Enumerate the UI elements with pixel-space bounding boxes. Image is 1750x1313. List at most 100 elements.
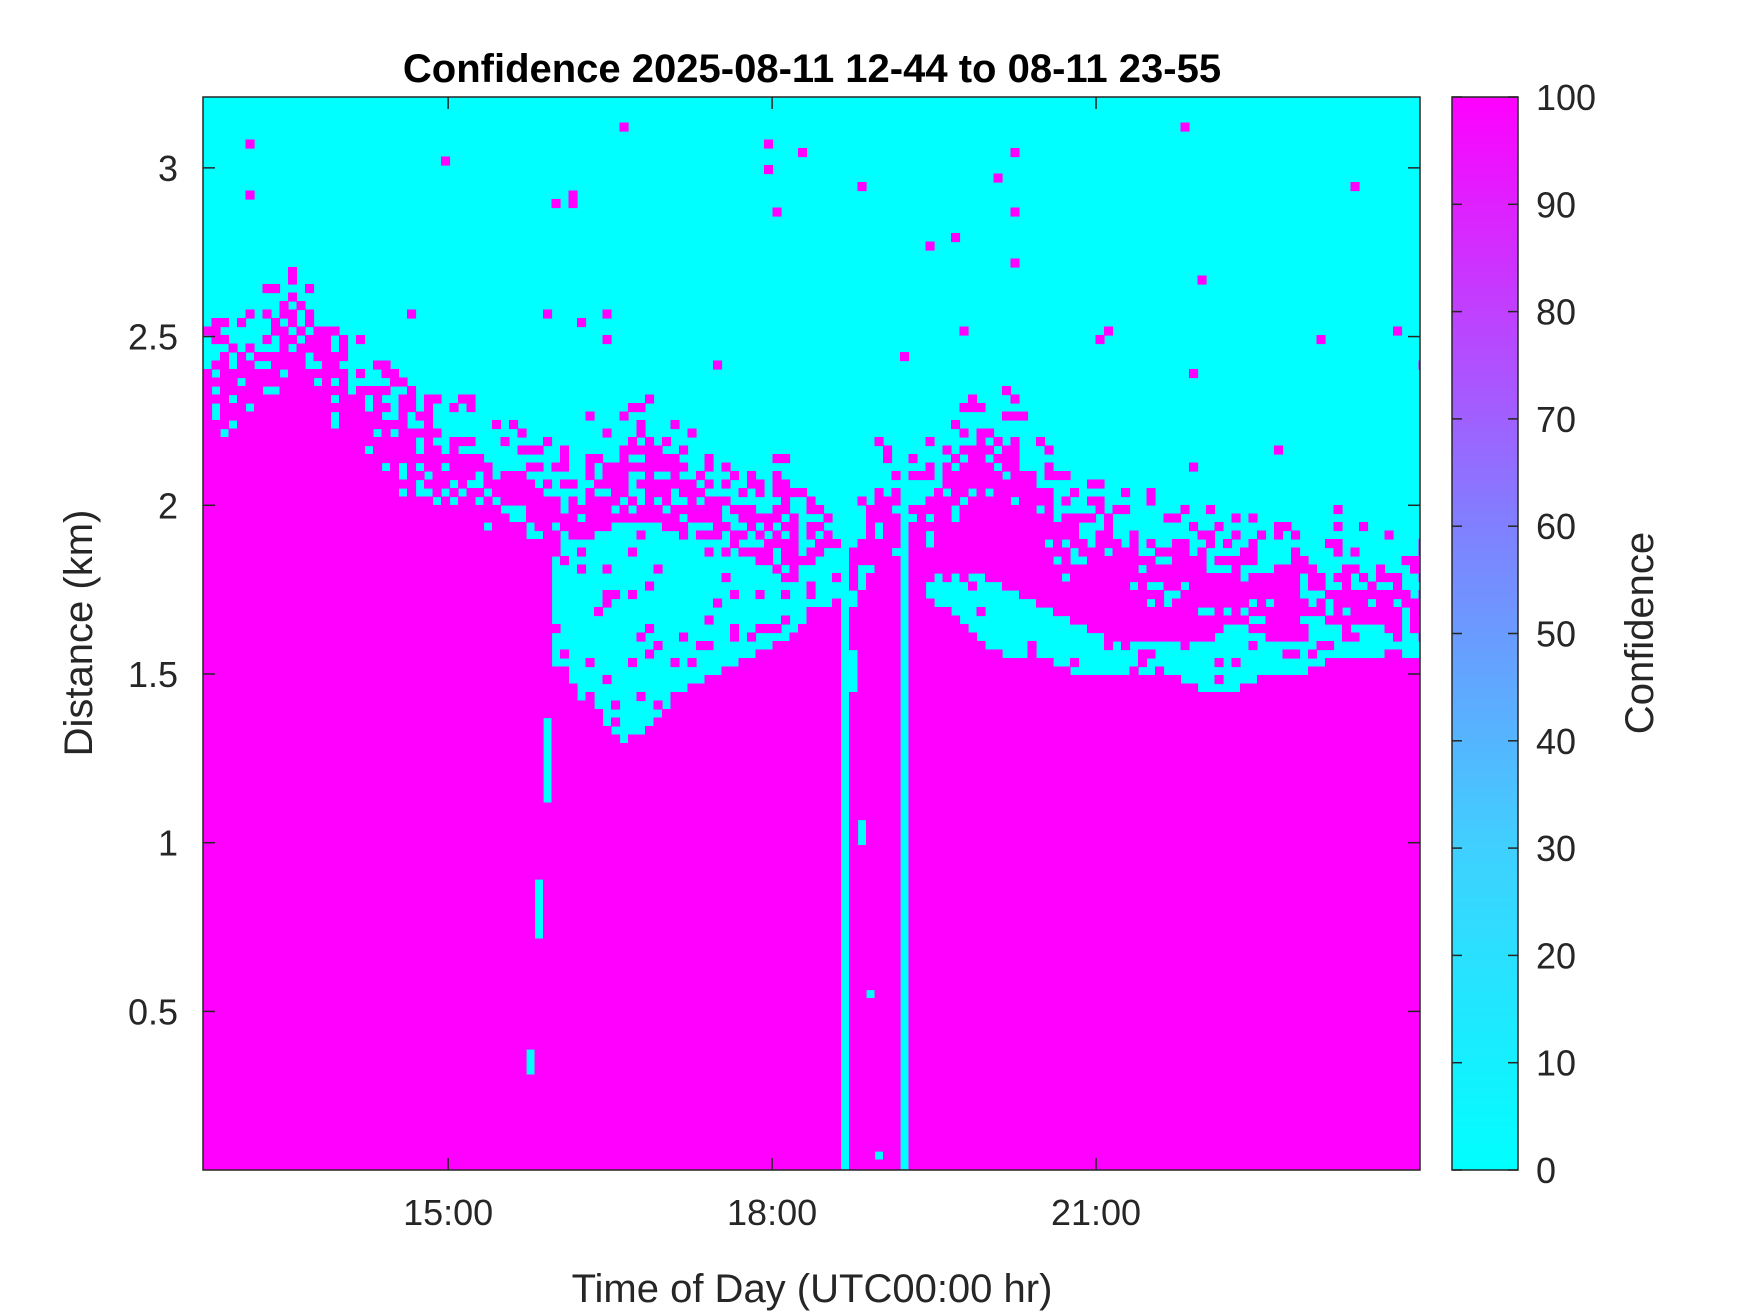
heatmap-cell (203, 326, 213, 336)
heatmap-cell (1053, 666, 1063, 1170)
heatmap-cell (577, 564, 587, 574)
heatmap-cell (738, 547, 748, 557)
heatmap-cell (636, 462, 646, 472)
heatmap-cell (237, 352, 247, 379)
heatmap-cell (288, 267, 298, 285)
heatmap-cell (373, 386, 383, 430)
heatmap-cell (262, 394, 272, 1170)
heatmap-cell (764, 539, 774, 566)
heatmap-cell (772, 641, 782, 1170)
heatmap-cell (1172, 539, 1182, 591)
heatmap-cell (381, 360, 391, 379)
heatmap-cell (458, 394, 468, 404)
heatmap-cell (424, 496, 434, 1170)
heatmap-plot-area (203, 97, 1420, 1170)
heatmap-cell (1257, 675, 1267, 1170)
heatmap-cell (891, 513, 901, 549)
heatmap-cell (645, 581, 655, 591)
heatmap-cell (1223, 539, 1233, 549)
heatmap-cell (815, 522, 825, 532)
heatmap-cell (1367, 607, 1377, 625)
heatmap-cell (789, 488, 799, 498)
heatmap-cell (1002, 445, 1012, 472)
heatmap-cell (747, 632, 757, 642)
heatmap-cell (1010, 207, 1020, 217)
heatmap-cell (747, 471, 757, 489)
heatmap-cell (781, 615, 791, 625)
heatmap-cell (670, 420, 680, 430)
heatmap-cell (1112, 539, 1122, 642)
heatmap-cell (1036, 513, 1046, 608)
heatmap-cell (968, 445, 978, 489)
heatmap-cell (1027, 641, 1037, 1170)
heatmap-cell (577, 547, 587, 557)
heatmap-cell (1129, 666, 1139, 1170)
heatmap-cell (1410, 556, 1420, 574)
heatmap-cell (237, 318, 247, 328)
heatmap-cell (271, 394, 281, 1170)
heatmap-cell (262, 284, 272, 294)
heatmap-cell (602, 462, 612, 489)
heatmap-cell (1410, 658, 1420, 1170)
heatmap-cell (1299, 675, 1309, 1170)
heatmap-cell (543, 496, 553, 719)
heatmap-cell (1104, 326, 1114, 336)
heatmap-cell (857, 590, 867, 821)
heatmap-cell (764, 513, 774, 532)
heatmap-cell (211, 420, 221, 1170)
y-tick-label: 1 (158, 823, 178, 864)
heatmap-cell (636, 632, 646, 642)
heatmap-cell (755, 590, 765, 600)
heatmap-cell (925, 437, 935, 447)
heatmap-cell (985, 445, 995, 455)
heatmap-cell (560, 479, 570, 489)
heatmap-cell (993, 454, 1003, 464)
heatmap-cell (279, 326, 289, 370)
heatmap-cell (1299, 598, 1309, 617)
heatmap-cell (772, 530, 782, 549)
heatmap-cell (1248, 624, 1258, 634)
heatmap-cell (653, 505, 663, 523)
heatmap-cell (1036, 437, 1046, 447)
heatmap-cell (1061, 513, 1071, 540)
heatmap-cell (381, 420, 391, 464)
heatmap-cell (1095, 479, 1105, 489)
heatmap-cell (934, 607, 944, 1170)
heatmap-cell (772, 505, 782, 523)
heatmap-cell (1248, 683, 1258, 1170)
heatmap-cell (1206, 573, 1216, 608)
heatmap-cell (1299, 556, 1309, 574)
heatmap-cell (228, 403, 238, 421)
heatmap-cell (1010, 148, 1020, 158)
heatmap-cell (509, 420, 519, 430)
heatmap-cell (398, 377, 408, 387)
heatmap-cell (653, 641, 663, 651)
heatmap-cell (228, 343, 238, 353)
heatmap-cell (415, 411, 425, 421)
heatmap-cell (1291, 649, 1301, 659)
heatmap-cell (1359, 590, 1369, 625)
heatmap-cell (704, 479, 714, 489)
heatmap-cell (364, 411, 374, 447)
heatmap-cell (713, 598, 723, 608)
heatmap-cell (364, 454, 374, 1170)
heatmap-cell (1223, 692, 1233, 1170)
heatmap-cell (1342, 615, 1352, 642)
heatmap-cell (568, 190, 578, 209)
heatmap-cell (1036, 488, 1046, 506)
heatmap-cell (1333, 539, 1343, 557)
heatmap-cell (500, 471, 510, 506)
heatmap-cell (534, 938, 544, 1170)
heatmap-cell (1231, 513, 1241, 523)
heatmap-cell (449, 488, 459, 498)
heatmap-cell (1027, 471, 1037, 600)
heatmap-cell (925, 496, 935, 515)
heatmap-cell (670, 505, 680, 532)
heatmap-cell (305, 335, 315, 353)
heatmap-cell (1155, 590, 1165, 642)
heatmap-cell (628, 513, 638, 523)
heatmap-cell (1223, 573, 1233, 608)
heatmap-cell (602, 590, 612, 608)
heatmap-cell (1197, 615, 1207, 642)
heatmap-cell (509, 522, 519, 1170)
